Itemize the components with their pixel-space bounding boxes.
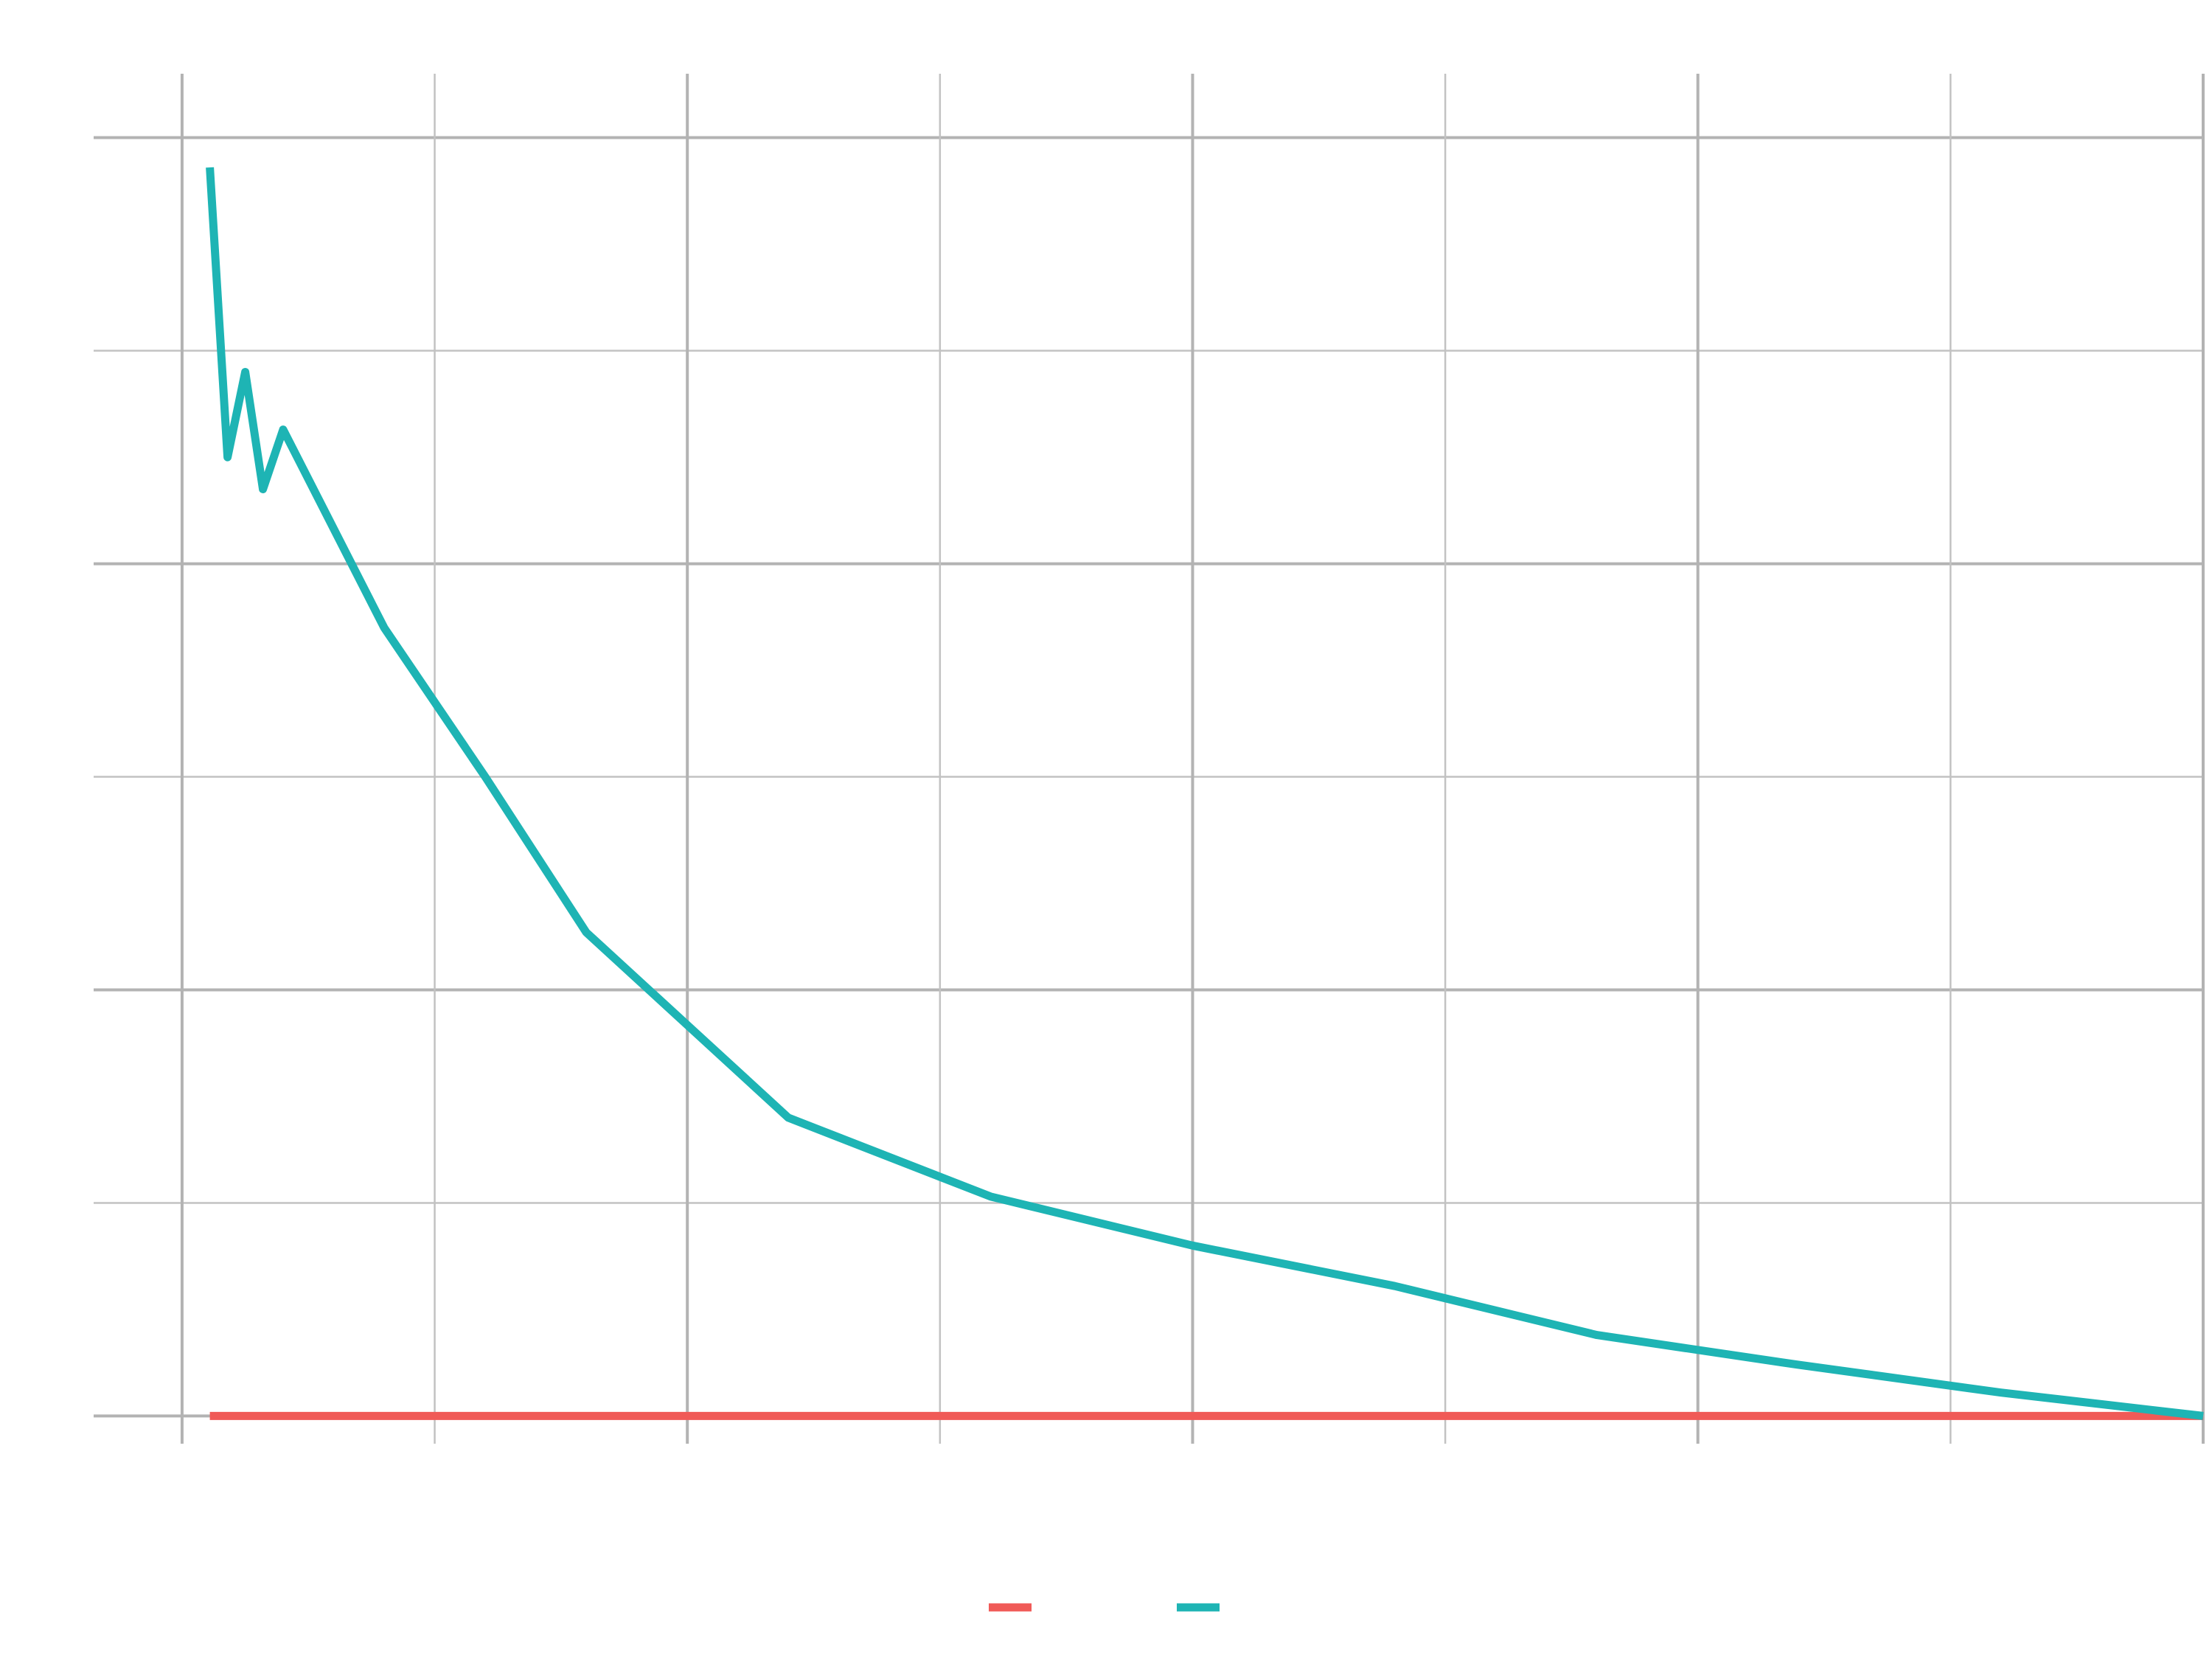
grid (94, 74, 2205, 1444)
series-line-2 (206, 167, 2204, 1420)
series-layer (206, 167, 2204, 1420)
